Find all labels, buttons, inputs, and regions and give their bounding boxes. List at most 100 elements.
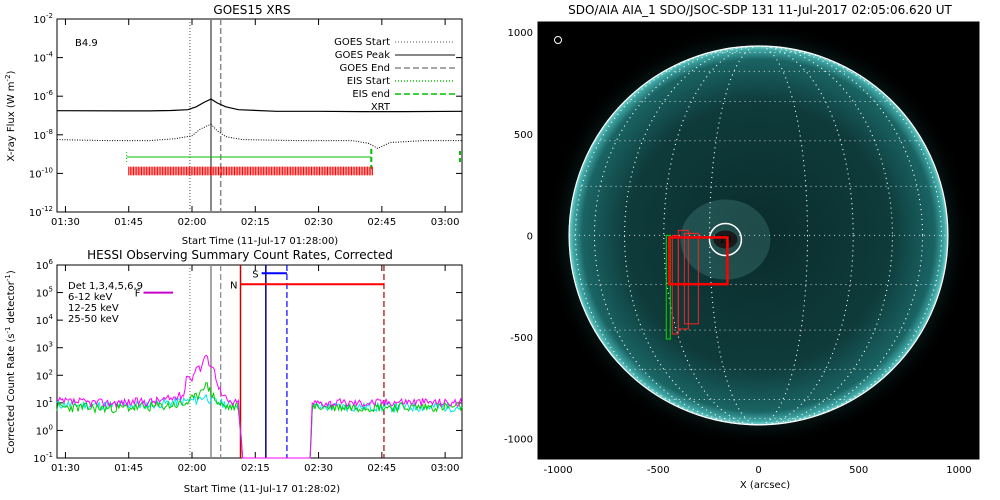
legend-label: GOES End — [340, 63, 390, 74]
x-tick-label: 03:00 — [431, 217, 460, 228]
aia-title: SDO/AIA AIA_1 SDO/JSOC-SDP 131 11-Jul-20… — [568, 3, 952, 17]
y-tick-label: 102 — [36, 368, 53, 382]
aia-legend-entry: AIA flare location — [565, 36, 650, 47]
hessi-legend-entry: 6-12 keV — [68, 292, 112, 303]
y-tick-label: 10-6 — [33, 89, 53, 103]
x-tick-label: 02:00 — [178, 463, 207, 474]
aia-panel: SDO/AIA AIA_1 SDO/JSOC-SDP 131 11-Jul-20… — [504, 3, 980, 491]
x-tick-label: 02:15 — [241, 463, 270, 474]
aia-y-tick-label: -500 — [510, 333, 533, 344]
x-tick-label: 01:45 — [114, 217, 143, 228]
aia-red-contour-box — [677, 229, 689, 330]
legend-label: EIS Start — [347, 76, 390, 87]
aia-marker-label: 13 — [719, 234, 732, 245]
hessi-flag-label: N — [230, 280, 237, 291]
y-tick-label: 105 — [36, 286, 53, 300]
hessi-xlabel: Start Time (11-Jul-17 01:28:02) — [184, 484, 341, 495]
aia-y-ticks: 1000 500 0 -500 -1000 — [504, 28, 544, 446]
hessi-legend-entry: 25-50 keV — [68, 314, 119, 325]
hessi-panel: HESSI Observing Summary Count Rates, Cor… — [4, 248, 463, 495]
y-tick-label: 104 — [36, 313, 54, 327]
aia-y-tick-label: 0 — [527, 231, 533, 242]
x-tick-label: 02:15 — [241, 217, 270, 228]
hessi-ylabel: Corrected Count Rate (s-1 detector-1) — [4, 270, 17, 454]
x-tick-label: 02:30 — [304, 217, 333, 228]
aia-solar-disk — [569, 45, 948, 425]
xrt-fov-small-box — [668, 236, 729, 286]
hessi-legend-entry: Det 1,3,4,5,6,9 — [68, 281, 143, 292]
goes-xlabel: Start Time (11-Jul-17 01:28:00) — [182, 236, 339, 247]
goes-series — [56, 98, 463, 176]
aia-x-tick-label: 1000 — [946, 465, 971, 476]
aia-flare-location-legend-symbol — [554, 36, 562, 44]
goes-title: GOES15 XRS — [213, 3, 290, 17]
x-tick-label: 03:00 — [431, 463, 460, 474]
hessi-legend-entry: 12-25 keV — [68, 303, 119, 314]
aia-y-tick-label: 1000 — [508, 28, 533, 39]
legend-label: GOES Peak — [335, 50, 390, 61]
x-tick-label: 02:45 — [367, 463, 396, 474]
aia-xlabel: X (arcsec) — [740, 480, 790, 491]
eis-fov-box — [665, 234, 671, 340]
y-tick-label: 101 — [36, 396, 53, 410]
goes-plot-frame — [56, 18, 463, 213]
x-tick-label: 01:30 — [51, 463, 80, 474]
aia-legend-entry: RHESSI contours — [568, 47, 651, 58]
aia-limb — [568, 45, 949, 426]
hessi-event-lines — [189, 265, 385, 458]
goes-ylabel: X-ray Flux (W m-2) — [4, 70, 17, 161]
aia-image: 13 — [546, 23, 971, 448]
x-tick-label: 01:30 — [51, 217, 80, 228]
goes-long-channel-line — [56, 98, 463, 113]
legend-label: EIS end — [352, 89, 390, 100]
y-tick-label: 10-10 — [29, 166, 53, 180]
hessi-series — [56, 354, 463, 459]
hessi-6-12-kev-line — [56, 354, 463, 459]
aia-red-contour-box — [683, 232, 699, 325]
aia-flare-core — [713, 230, 738, 249]
goes-y-ticks: 10-2 10-4 10-6 10-8 10-10 10-12 — [29, 12, 462, 219]
x-tick-label: 02:00 — [178, 217, 207, 228]
hessi-flag-label: S — [252, 269, 258, 280]
y-tick-label: 10-2 — [33, 12, 53, 26]
hessi-y-ticks: 106 105 104 103 102 101 100 10-1 — [33, 258, 462, 465]
y-tick-label: 10-12 — [29, 205, 53, 219]
aia-x-tick-label: 500 — [849, 465, 868, 476]
aia-x-tick-label: 0 — [755, 465, 761, 476]
aia-longitude-line — [663, 45, 854, 426]
hessi-flag-label: F — [135, 289, 141, 300]
hessi-12-25-kev-line — [56, 382, 463, 459]
aia-y-tick-label: 500 — [514, 130, 533, 141]
y-tick-label: 10-8 — [33, 128, 53, 142]
y-tick-label: 106 — [36, 258, 54, 272]
hessi-title: HESSI Observing Summary Count Rates, Cor… — [87, 248, 393, 262]
goes-panel: GOES15 XRS B4.9 X-ray Flux (W m-2) Start… — [4, 3, 463, 247]
aia-fov-legend-entry: EIS FOV — [550, 404, 589, 415]
aia-fov-legend-entry: XRT FOV — [550, 422, 593, 433]
aia-longitude-line — [708, 45, 809, 426]
hessi-plot-frame — [56, 264, 463, 459]
goes-legend: GOES Start GOES Peak GOES End EIS Start EIS … — [334, 37, 455, 113]
aia-x-tick-label: -1000 — [544, 465, 573, 476]
goes-class-annotation: B4.9 — [75, 38, 98, 49]
x-tick-label: 01:45 — [114, 463, 143, 474]
y-tick-label: 103 — [36, 341, 53, 355]
aia-y-tick-label: -1000 — [504, 435, 533, 446]
goes-x-ticks: 01:30 01:45 02:00 02:15 02:30 02:45 03:00 — [51, 19, 460, 228]
aia-x-ticks: -1000 -500 0 500 1000 — [544, 453, 972, 476]
aia-longitude-line — [593, 45, 924, 426]
x-tick-label: 02:30 — [304, 463, 333, 474]
aia-x-tick-label: -500 — [647, 465, 670, 476]
goes-short-channel-line — [56, 123, 462, 149]
goes-event-lines — [189, 19, 222, 212]
x-tick-label: 02:45 — [367, 217, 396, 228]
aia-flare-location-circle — [708, 222, 743, 257]
y-tick-label: 10-4 — [33, 51, 53, 65]
y-tick-label: 100 — [36, 423, 53, 437]
y-tick-label: 10-1 — [33, 451, 53, 465]
hessi-flags: F N S — [135, 269, 384, 300]
legend-label: GOES Start — [334, 37, 390, 48]
